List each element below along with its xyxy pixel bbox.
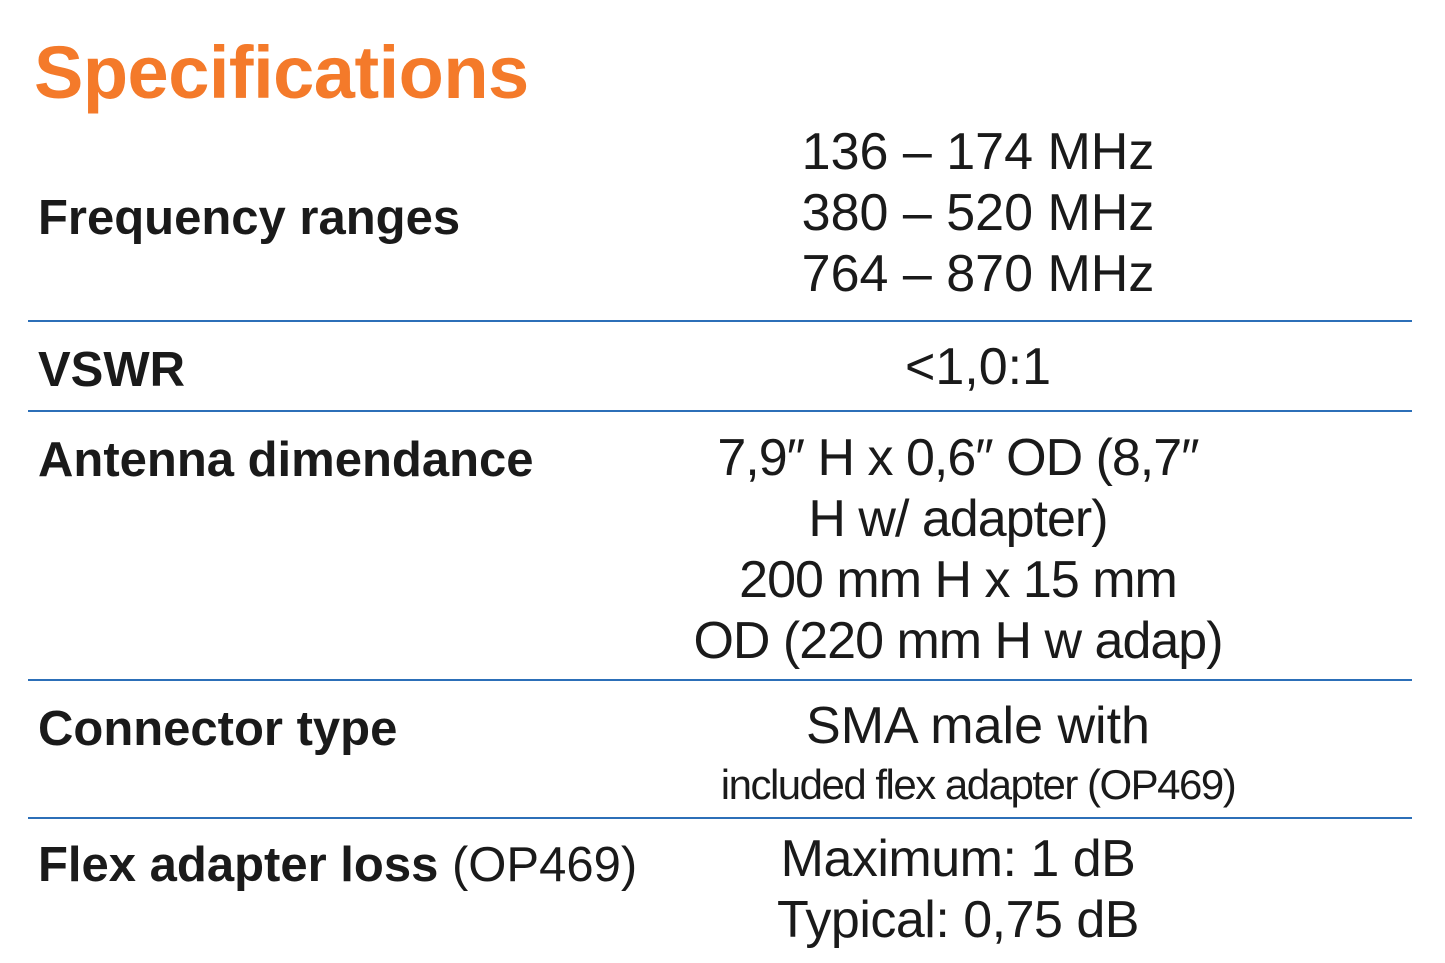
spec-label-vswr: VSWR	[38, 346, 185, 395]
row-divider	[28, 817, 1412, 819]
spec-label-connector-type: Connector type	[38, 705, 397, 754]
spec-label-frequency-ranges: Frequency ranges	[38, 194, 460, 243]
spec-value-line: 200 mm H x 15 mm	[739, 551, 1178, 609]
spec-row-connector-type: Connector type SMA male with included fl…	[28, 681, 1412, 817]
spec-label-antenna-dimendance: Antenna dimendance	[38, 436, 534, 485]
spec-label-text: Flex adapter loss	[38, 838, 439, 892]
page-title: Specifications	[34, 31, 529, 114]
spec-label-note: (OP469)	[451, 838, 638, 892]
spec-values-vswr: <1,0:1	[548, 337, 1408, 398]
spec-values-flex-adapter-loss: Maximum: 1 dB Typical: 0,75 dB	[528, 829, 1388, 951]
spec-value-line: <1,0:1	[904, 338, 1052, 396]
spec-value-line: Maximum: 1 dB	[780, 830, 1136, 888]
spec-row-vswr: VSWR <1,0:1	[28, 322, 1412, 410]
spec-row-antenna-dimendance: Antenna dimendance 7,9″ H x 0,6″ OD (8,7…	[28, 412, 1412, 678]
spec-value-line: 7,9″ H x 0,6″ OD (8,7″	[717, 429, 1199, 487]
spec-value-line: H w/ adapter)	[808, 490, 1108, 548]
spec-label-text: VSWR	[38, 343, 185, 397]
spec-label-text: Frequency ranges	[38, 191, 461, 245]
spec-value-line: 764 – 870 MHz	[801, 245, 1155, 303]
spec-value-line: 380 – 520 MHz	[801, 184, 1155, 242]
row-divider	[28, 410, 1412, 412]
spec-value-line: Typical: 0,75 dB	[777, 891, 1140, 949]
spec-value-line: OD (220 mm H w adap)	[693, 612, 1223, 670]
spec-value-line: 136 – 174 MHz	[801, 123, 1155, 181]
spec-values-frequency-ranges: 136 – 174 MHz 380 – 520 MHz 764 – 870 MH…	[548, 122, 1408, 305]
spec-label-text: Antenna dimendance	[38, 433, 534, 487]
spec-values-connector-type: SMA male with included flex adapter (OP4…	[548, 696, 1408, 813]
row-divider	[28, 679, 1412, 681]
spec-row-flex-adapter-loss: Flex adapter loss (OP469) Maximum: 1 dB …	[28, 819, 1412, 963]
row-divider	[28, 320, 1412, 322]
spec-label-flex-adapter-loss: Flex adapter loss (OP469)	[38, 841, 637, 890]
spec-values-antenna-dimendance: 7,9″ H x 0,6″ OD (8,7″ H w/ adapter) 200…	[528, 428, 1388, 672]
spec-value-line: SMA male with	[806, 697, 1150, 755]
spec-value-line: included flex adapter (OP469)	[720, 761, 1237, 808]
spec-row-frequency-ranges: Frequency ranges 136 – 174 MHz 380 – 520…	[28, 122, 1412, 320]
spec-label-text: Connector type	[38, 702, 398, 756]
